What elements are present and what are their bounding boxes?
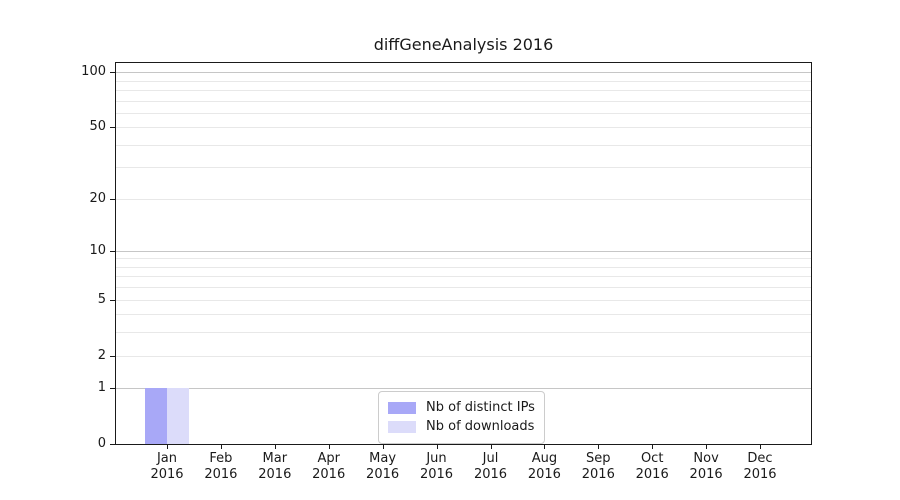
legend-label-nb-of-distinct-ips: Nb of distinct IPs (426, 400, 535, 415)
x-tick-label-aug: Aug 2016 (527, 451, 561, 482)
legend-swatch-nb-of-downloads (388, 421, 416, 433)
gridline-minor-90 (116, 80, 811, 82)
gridline-major-100 (116, 72, 811, 73)
gridline-minor-9 (116, 258, 811, 260)
y-tick-100 (110, 72, 116, 73)
x-tick-label-oct: Oct 2016 (635, 451, 669, 482)
x-tick-apr (328, 444, 330, 449)
gridline-minor-7 (116, 276, 811, 278)
plot-area: 0 1 2 5 10 20 50 100 Jan 2016 Feb 2016 Mar 2016 Ap… (81, 62, 812, 482)
gridline-minor-40 (116, 144, 811, 146)
y-tick-50 (110, 127, 116, 129)
x-tick-label-jan: Jan 2016 (150, 451, 184, 482)
x-tick-dec (760, 444, 761, 449)
x-tick-label-jul: Jul 2016 (473, 451, 508, 482)
x-tick-may (382, 444, 384, 449)
y-tick-2 (110, 355, 116, 357)
gridline-minor-3 (116, 332, 811, 334)
y-tick-0 (110, 444, 116, 445)
bar-nb-of-downloads-jan (167, 388, 189, 444)
gridline-minor-6 (116, 287, 811, 289)
gridline-minor-30 (116, 167, 811, 169)
gridline-minor-20 (116, 198, 811, 200)
legend: Nb of distinct IPs Nb of downloads (378, 391, 545, 444)
x-tick-nov (706, 444, 708, 449)
gridline-minor-8 (116, 266, 811, 268)
y-tick-label-5: 5 (97, 291, 106, 307)
gridline-major-1 (116, 388, 811, 390)
x-tick-jan (167, 444, 168, 449)
gridline-minor-5 (116, 299, 811, 301)
gridline-minor-60 (116, 112, 811, 114)
chart-title: diffGeneAnalysis 2016 (373, 35, 554, 54)
y-tick-label-2: 2 (97, 347, 106, 363)
gridline-minor-2 (116, 355, 811, 357)
y-tick-label-100: 100 (81, 64, 106, 79)
y-tick-20 (110, 198, 116, 200)
x-tick-jun (436, 444, 438, 449)
x-tick-jul (490, 444, 492, 449)
x-tick-label-mar: Mar 2016 (258, 451, 292, 482)
y-tick-10 (110, 250, 116, 252)
legend-label-nb-of-downloads: Nb of downloads (426, 419, 535, 434)
y-tick-label-1: 1 (97, 380, 106, 396)
gridline-minor-50 (116, 127, 811, 129)
y-tick-1 (110, 388, 116, 390)
gridline-major-10 (116, 250, 811, 252)
x-tick-label-jun: Jun 2016 (419, 451, 454, 482)
legend-row-nb-of-distinct-ips: Nb of distinct IPs (388, 400, 535, 416)
legend-swatch-nb-of-distinct-ips (388, 402, 416, 414)
gridline-minor-70 (116, 100, 811, 102)
x-tick-label-nov: Nov 2016 (689, 451, 723, 482)
x-tick-label-apr: Apr 2016 (312, 451, 346, 482)
y-tick-label-50: 50 (89, 119, 106, 135)
y-tick-label-0: 0 (97, 436, 106, 451)
x-tick-sep (598, 444, 600, 449)
x-tick-label-feb: Feb 2016 (204, 451, 238, 482)
x-tick-label-may: May 2016 (366, 451, 400, 482)
x-tick-oct (652, 444, 654, 449)
x-tick-label-dec: Dec 2016 (743, 451, 777, 482)
x-tick-mar (274, 444, 276, 449)
gridline-minor-4 (116, 314, 811, 316)
y-tick-label-20: 20 (89, 190, 106, 206)
legend-row-nb-of-downloads: Nb of downloads (388, 419, 535, 435)
gridline-minor-80 (116, 89, 811, 91)
y-tick-label-10: 10 (89, 242, 106, 258)
bar-nb-of-distinct-ips-jan (145, 388, 167, 444)
y-tick-5 (110, 299, 116, 301)
x-tick-feb (220, 444, 222, 449)
x-tick-aug (544, 444, 546, 449)
x-tick-label-sep: Sep 2016 (581, 451, 615, 482)
